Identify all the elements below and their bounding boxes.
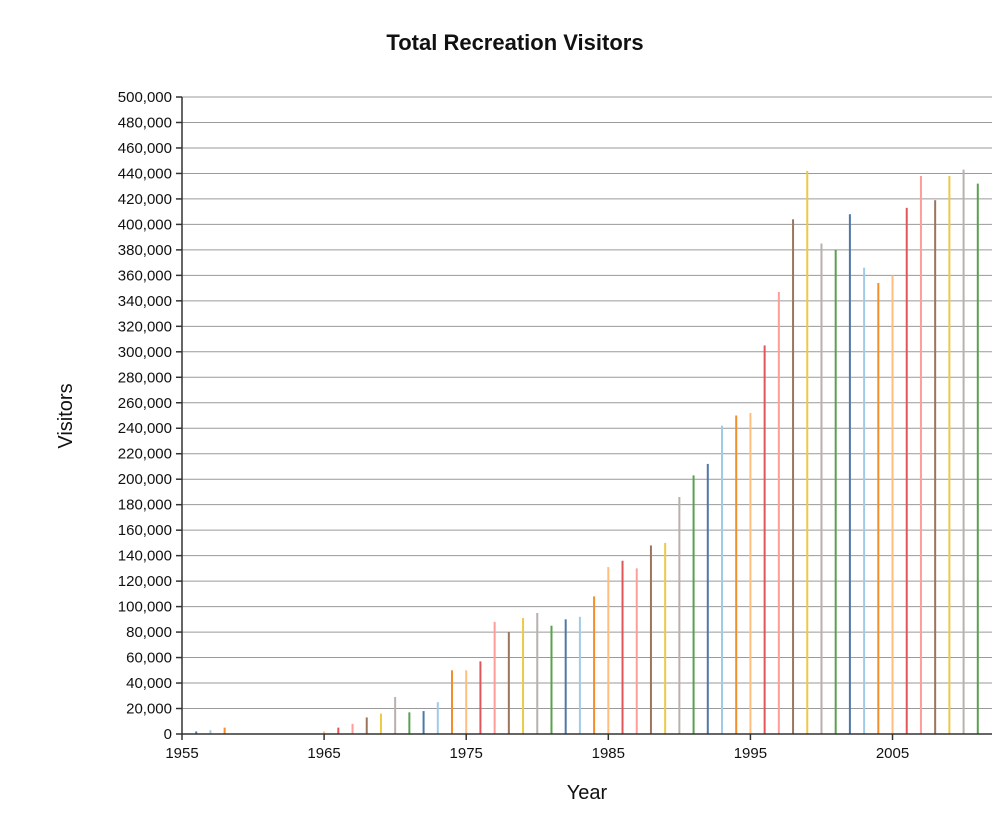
- y-tick-label: 240,000: [118, 420, 172, 437]
- bar: [451, 670, 453, 734]
- y-tick-label: 340,000: [118, 293, 172, 310]
- bar: [820, 243, 823, 734]
- y-tick-label: 200,000: [118, 471, 172, 488]
- x-tick-label: 1985: [592, 745, 625, 762]
- bar: [465, 670, 468, 734]
- bar: [877, 283, 880, 734]
- bar: [891, 275, 894, 734]
- bar: [394, 697, 397, 734]
- x-tick-label: 1965: [307, 745, 340, 762]
- y-tick-label: 380,000: [118, 242, 172, 259]
- y-tick-label: 100,000: [118, 599, 172, 616]
- y-tick-label: 120,000: [118, 573, 172, 590]
- bar: [195, 731, 198, 734]
- y-tick-label: 60,000: [126, 650, 172, 667]
- y-tick-label: 180,000: [118, 497, 172, 514]
- bar: [749, 412, 752, 734]
- y-tick-label: 220,000: [118, 446, 172, 463]
- bar: [365, 717, 368, 734]
- y-axis-title: Visitors: [55, 383, 77, 448]
- bar: [479, 661, 482, 734]
- bar: [408, 712, 411, 734]
- bar: [593, 596, 596, 734]
- y-tick-label: 500,000: [118, 89, 172, 106]
- bar: [706, 463, 709, 734]
- y-tick-label: 480,000: [118, 114, 172, 131]
- bar: [848, 214, 851, 734]
- bar: [536, 612, 539, 734]
- bar: [223, 727, 226, 734]
- bars: [195, 169, 979, 735]
- bar: [777, 291, 780, 734]
- bar: [621, 560, 624, 734]
- bar: [934, 200, 937, 735]
- bar: [607, 567, 610, 734]
- bar: [721, 425, 723, 734]
- y-tick-label: 0: [164, 726, 172, 743]
- bar: [422, 711, 425, 734]
- bar: [522, 618, 525, 734]
- bar: [863, 267, 866, 734]
- x-tick-label: 1995: [734, 745, 767, 762]
- bar: [664, 542, 667, 734]
- bar: [323, 731, 326, 734]
- y-tick-label: 440,000: [118, 165, 172, 182]
- x-axis-title: Year: [567, 782, 608, 804]
- bar: [649, 545, 652, 734]
- bar: [550, 625, 553, 734]
- y-tick-label: 140,000: [118, 548, 172, 565]
- x-tick-label: 2005: [876, 745, 909, 762]
- y-tick-label: 320,000: [118, 318, 172, 335]
- y-tick-label: 400,000: [118, 216, 172, 233]
- bar: [905, 207, 908, 734]
- y-tick-label: 20,000: [126, 701, 172, 718]
- bar: [919, 175, 922, 734]
- bar: [976, 183, 979, 734]
- y-tick-labels: 0 20,000 40,000 60,000 80,000 100,000 120,000 1…: [118, 89, 182, 743]
- bar: [578, 616, 581, 734]
- y-tick-label: 420,000: [118, 191, 172, 208]
- bar: [834, 249, 837, 734]
- y-tick-label: 80,000: [126, 624, 172, 641]
- chart-title: Total Recreation Visitors: [386, 30, 643, 55]
- bar: [806, 170, 809, 735]
- bar: [379, 713, 382, 734]
- bar: [678, 497, 681, 734]
- gridlines: [182, 96, 992, 735]
- bar: [735, 415, 738, 734]
- bar: [493, 621, 496, 734]
- bar: [635, 568, 638, 734]
- y-tick-label: 460,000: [118, 140, 172, 157]
- bar: [962, 169, 965, 735]
- bar: [564, 619, 567, 734]
- x-tick-label: 1955: [165, 745, 198, 762]
- axes: [181, 97, 992, 735]
- bar: [337, 727, 340, 734]
- x-tick-labels: 1955 1965 1975 1985 1995 2005: [165, 734, 909, 762]
- x-tick-label: 1975: [450, 745, 483, 762]
- bar: [507, 632, 510, 734]
- y-tick-label: 160,000: [118, 522, 172, 539]
- bar: [792, 219, 795, 734]
- y-tick-label: 360,000: [118, 267, 172, 284]
- bar: [948, 175, 951, 734]
- bar: [763, 345, 766, 734]
- bar: [209, 730, 212, 734]
- bar: [436, 702, 439, 734]
- bar: [692, 475, 695, 734]
- y-tick-label: 300,000: [118, 344, 172, 361]
- bar: [351, 723, 354, 734]
- y-tick-label: 260,000: [118, 395, 172, 412]
- y-tick-label: 280,000: [118, 369, 172, 386]
- y-tick-label: 40,000: [126, 675, 172, 692]
